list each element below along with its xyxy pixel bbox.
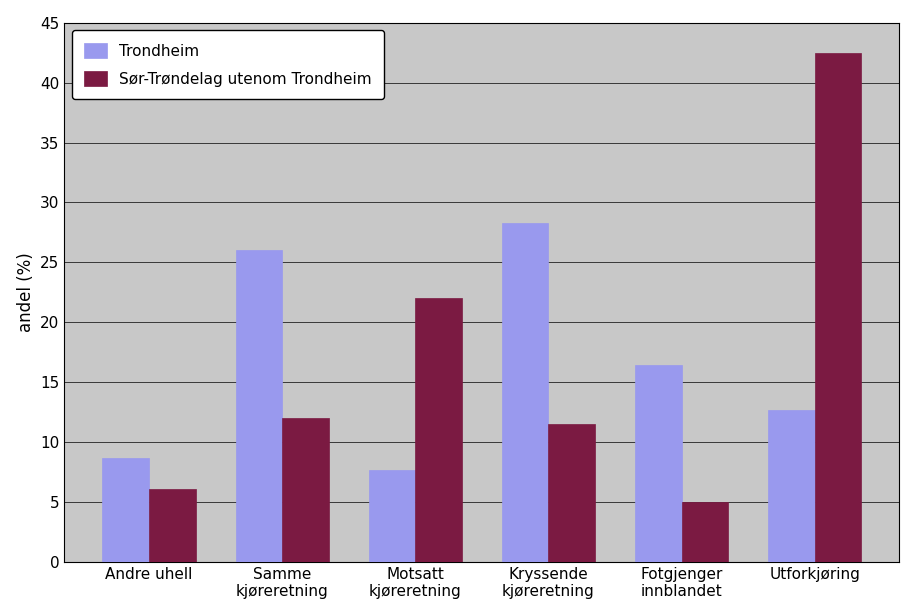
Bar [682,502,728,562]
Bar [635,365,682,562]
Y-axis label: andel (%): andel (%) [16,253,35,332]
Legend: Trondheim, Sør-Trøndelag utenom Trondheim: Trondheim, Sør-Trøndelag utenom Trondhei… [72,30,385,99]
Bar [103,458,149,562]
Bar [282,418,329,562]
Bar [235,251,282,562]
Bar [369,470,415,562]
Bar [149,489,196,562]
Bar [769,410,814,562]
Bar [415,298,462,562]
Bar [549,424,595,562]
Bar [502,223,549,562]
Bar [814,52,861,562]
